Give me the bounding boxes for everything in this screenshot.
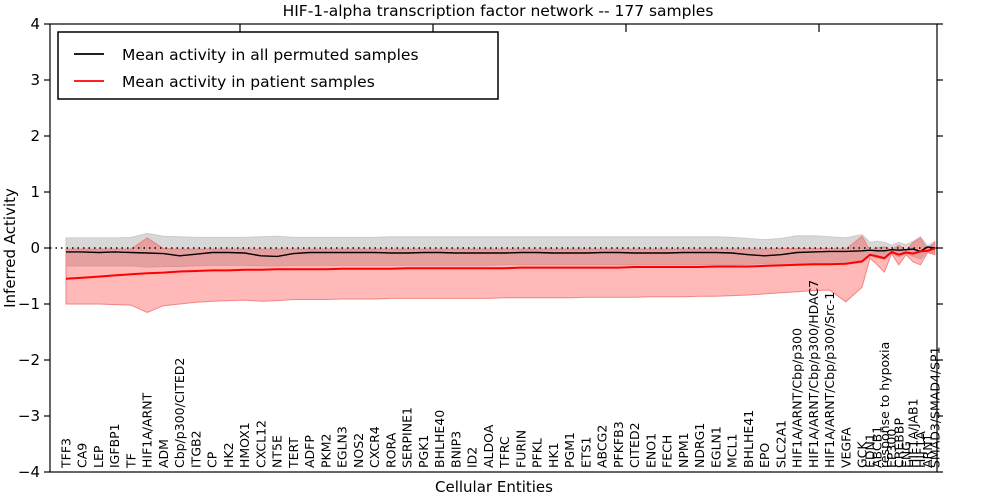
x-tick-label: BHLHE40 — [432, 410, 447, 468]
x-tick-label: MCL1 — [725, 434, 740, 468]
x-tick-label: HIF1A/ARNT/Cbp/p300/HDAC7 — [806, 280, 821, 468]
y-tick-label: 2 — [30, 127, 40, 145]
x-tick-label: NT5E — [270, 435, 285, 468]
x-tick-label: ABCG2 — [595, 425, 610, 468]
x-tick-label: ID2 — [465, 447, 480, 468]
series-layer — [65, 246, 936, 280]
x-tick-label: RORA — [383, 432, 398, 468]
x-tick-label: HIF1A/ARNT/Cbp/p300/Src-1 — [822, 292, 837, 468]
x-tick-label: ENO1 — [643, 433, 658, 468]
x-tick-label: HK2 — [221, 442, 236, 468]
x-tick-label: CA9 — [75, 443, 90, 468]
x-tick-label: CXCL12 — [253, 420, 268, 468]
x-tick-label: PFKL — [530, 438, 545, 468]
x-tick-label: PGM1 — [562, 432, 577, 468]
x-tick-label: BHLHE41 — [741, 410, 756, 468]
y-tick-label: 1 — [30, 183, 40, 201]
x-tick-label: CP — [205, 451, 220, 468]
series-line-patient — [65, 247, 936, 280]
x-tick-label: CITED2 — [627, 422, 642, 468]
x-tick-label: HIF1A/ARNT — [140, 392, 155, 468]
x-tick-label: CREBBP — [891, 418, 906, 468]
y-tick-label: −1 — [18, 295, 40, 313]
y-tick-label: −3 — [18, 407, 40, 425]
legend-box — [57, 31, 499, 100]
x-tick-label: EGLN3 — [335, 426, 350, 468]
x-tick-label: ADM — [156, 439, 171, 468]
x-tick-label: ALDOA — [481, 424, 496, 468]
x-tick-label: TFRC — [497, 436, 512, 469]
y-tick-label: 4 — [30, 15, 40, 33]
chart-title: HIF-1-alpha transcription factor network… — [283, 2, 714, 20]
x-tick-label: ABCB1 — [870, 426, 885, 468]
x-tick-label: EDN1 — [863, 433, 878, 468]
band-layer — [65, 232, 936, 313]
x-tick-label: ETS1 — [578, 437, 593, 468]
x-tick-label: ENG — [899, 441, 914, 468]
y-tick-label: 0 — [30, 239, 40, 257]
x-tick-label: NPM1 — [676, 432, 691, 468]
x-tick-label: EPO — [757, 443, 772, 468]
x-tick-label: TF — [124, 453, 139, 469]
legend: Mean activity in all permuted samples Me… — [57, 31, 499, 100]
x-tick-label: HIF1A/ARNT/Cbp/p300 — [790, 328, 805, 468]
axis-layer: 4 3 2 1 0 −1 −2 −3 −4 — [18, 15, 943, 481]
x-tick-label: PKM2 — [318, 434, 333, 468]
x-axis-label: Cellular Entities — [435, 478, 553, 496]
legend-label-patient: Mean activity in patient samples — [122, 73, 375, 91]
x-tick-label: Cbp/p300/CITED2 — [172, 358, 187, 468]
x-tick-label: HMOX1 — [237, 422, 252, 468]
x-tick-label: VEGFA — [838, 427, 853, 468]
x-tick-label: HIF1A — [913, 431, 928, 468]
x-tick-label: TERT — [286, 437, 301, 469]
x-tick-label: FECH — [660, 435, 675, 468]
x-tick-label: ITGB2 — [189, 430, 204, 468]
x-tick-label: SMAD3/SMAD4/SP1 — [927, 346, 942, 468]
x-tick-label: LEP — [91, 445, 106, 468]
x-tick-label: GCK — [855, 441, 870, 468]
x-tick-label: ARNT — [920, 433, 935, 468]
x-tick-label: EGLN1 — [708, 426, 723, 468]
x-tick-label: EP300 — [884, 429, 899, 468]
y-axis-label: Inferred Activity — [1, 188, 19, 308]
x-tick-label: HIF1A/JAB1 — [906, 398, 921, 468]
x-tick-label: FURIN — [513, 430, 528, 468]
x-tick-label: ADFP — [302, 435, 317, 468]
x-tick-label-layer: TFF3 CA9 LEP IGFBP1 TF HIF1A/ARNT ADM Cbp/p300/… — [59, 280, 943, 469]
y-tick-label: −4 — [18, 463, 40, 481]
x-tick-label: response to hypoxia — [877, 342, 892, 468]
x-tick-label: NDRG1 — [692, 423, 707, 468]
x-tick-label: PFKFB3 — [611, 421, 626, 468]
x-tick-label: NOS2 — [351, 433, 366, 468]
x-tick-label: SERPINE1 — [400, 407, 415, 468]
series-line-permuted — [66, 246, 935, 258]
x-tick-label: SLC2A1 — [773, 420, 788, 468]
x-tick-label: IGFBP1 — [107, 423, 122, 468]
x-tick-label: HK1 — [546, 442, 561, 468]
x-tick-label: CXCR4 — [367, 426, 382, 468]
legend-label-permuted: Mean activity in all permuted samples — [122, 46, 419, 64]
y-tick-label: 3 — [30, 71, 40, 89]
x-tick-label: BNIP3 — [448, 431, 463, 468]
x-tick-label: PGK1 — [416, 435, 431, 468]
x-tick-label: TFF3 — [59, 438, 74, 469]
y-tick-label: −2 — [18, 351, 40, 369]
